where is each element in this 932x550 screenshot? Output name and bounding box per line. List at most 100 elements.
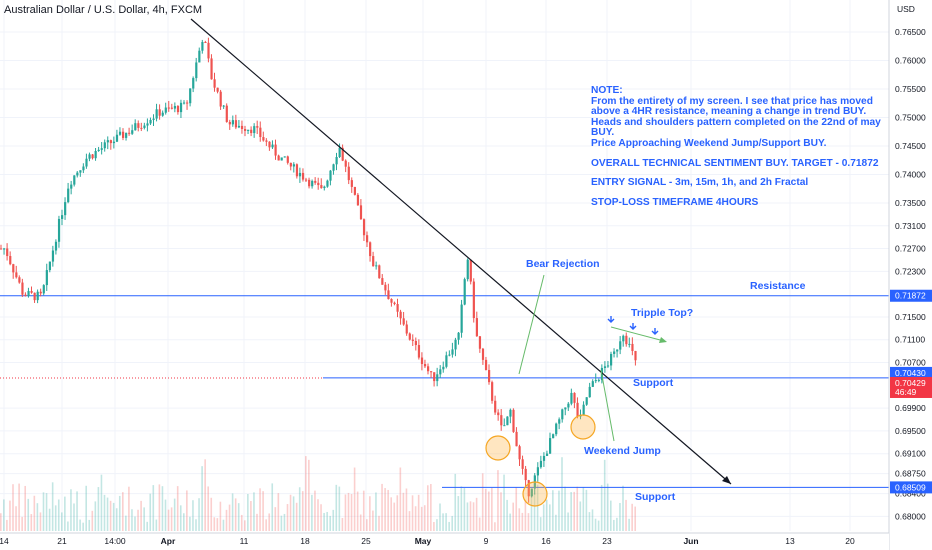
volume-bar <box>42 492 45 531</box>
volume-bar <box>564 486 566 531</box>
volume-bar <box>219 501 222 531</box>
price-tick-label: 0.68400 <box>895 489 926 499</box>
candle-body <box>103 142 106 149</box>
candle-body <box>134 123 137 131</box>
candle-body <box>512 409 515 432</box>
volume-bar <box>503 474 505 531</box>
time-tick-label: 21 <box>57 536 67 546</box>
time-tick-label: 14:00 <box>104 536 126 546</box>
candle-body <box>405 324 408 334</box>
volume-bar <box>539 517 542 531</box>
candle-body <box>192 78 195 89</box>
volume-bar <box>366 519 368 531</box>
candle-body <box>201 42 204 51</box>
candle-body <box>137 123 140 128</box>
volume-bar <box>91 510 94 531</box>
candle-body <box>250 129 253 134</box>
candle-body <box>57 218 61 242</box>
support-label-lower: Support <box>635 491 676 503</box>
volume-bar <box>573 491 575 531</box>
candle-body <box>427 366 430 372</box>
price-tick-label: 0.74000 <box>895 169 926 179</box>
price-badge <box>890 289 932 302</box>
volume-bar <box>448 521 450 531</box>
volume-bar <box>48 508 51 531</box>
volume-bar <box>137 509 139 531</box>
candle-body <box>634 350 637 361</box>
volume-bar <box>469 501 472 531</box>
time-axis-bg <box>0 533 889 550</box>
candle-body <box>3 248 6 250</box>
volume-bar <box>311 494 313 531</box>
volume-bar <box>616 517 618 531</box>
price-tick-label: 0.75500 <box>895 84 926 94</box>
time-tick-label: 18 <box>300 536 310 546</box>
volume-bar <box>237 503 240 531</box>
currency-label: USD <box>897 4 915 14</box>
candle-body <box>12 264 15 273</box>
candle-body <box>253 126 256 134</box>
price-badge-label: 46:49 <box>895 387 917 397</box>
volume-bar <box>301 491 304 531</box>
price-axis: 0.76500 0.76000 0.75500 0.75000 0.74500 0.740… <box>888 0 932 550</box>
volume-bar <box>295 502 298 531</box>
time-tick-label: 20 <box>845 536 855 546</box>
candle-body <box>210 58 213 80</box>
volume-bar <box>527 513 530 531</box>
price-tick-label: 0.69900 <box>895 403 926 413</box>
volume-bar <box>305 456 307 531</box>
volume-bar <box>372 510 374 531</box>
volume-bar <box>484 488 487 531</box>
candle-body <box>457 332 460 340</box>
volume-bar <box>625 499 627 531</box>
chart-title: Australian Dollar / U.S. Dollar, 4h, FXC… <box>4 4 203 16</box>
candle-body <box>491 382 494 401</box>
volume-bar <box>475 497 478 531</box>
candle-body <box>305 179 308 181</box>
volume-bar <box>234 498 237 531</box>
volume-bar <box>289 494 292 531</box>
candle-body <box>88 154 91 159</box>
candle-body <box>484 359 488 371</box>
volume-bar <box>506 499 508 531</box>
volume-bar <box>216 518 219 531</box>
volume-bar <box>436 519 438 531</box>
candle-body <box>42 285 45 294</box>
time-tick-label: 23 <box>602 536 612 546</box>
volume-bar <box>445 513 447 531</box>
highlight-circle <box>522 481 548 507</box>
candle-body <box>411 339 414 341</box>
candlesticks <box>0 37 637 503</box>
candle-body <box>628 343 631 345</box>
candle-body <box>454 339 457 350</box>
candle-body <box>0 248 3 250</box>
note-line: BUY. <box>591 127 615 139</box>
volume-bar <box>103 494 106 531</box>
candle-body <box>265 140 268 142</box>
volume-bar <box>18 483 20 531</box>
volume-bar <box>622 485 624 531</box>
price-badge <box>890 481 932 494</box>
candle-body <box>542 455 546 461</box>
volume-bar <box>439 503 441 531</box>
candle-body <box>393 302 396 305</box>
chart-grid <box>0 0 889 531</box>
volume-bar <box>362 490 365 531</box>
note-entry: ENTRY SIGNAL - 3m, 15m, 1h, and 2h Fract… <box>591 177 809 189</box>
candle-body <box>570 392 573 404</box>
candle-body <box>564 407 567 410</box>
candle-body <box>549 438 552 454</box>
candle-body <box>631 343 634 351</box>
candle-body <box>311 180 314 187</box>
candle-body <box>9 256 12 265</box>
note-line: Heads and shoulders pattern completed on… <box>591 116 881 128</box>
time-tick-label: Jun <box>683 536 698 546</box>
volume-bar <box>576 486 579 531</box>
price-badge-label: 0.68509 <box>895 482 926 492</box>
volume-bar <box>472 502 475 531</box>
down-arrow-icon <box>607 316 615 323</box>
volume-bar <box>158 484 161 531</box>
trendline-arrowhead <box>722 476 731 484</box>
volume-bar <box>481 473 484 531</box>
